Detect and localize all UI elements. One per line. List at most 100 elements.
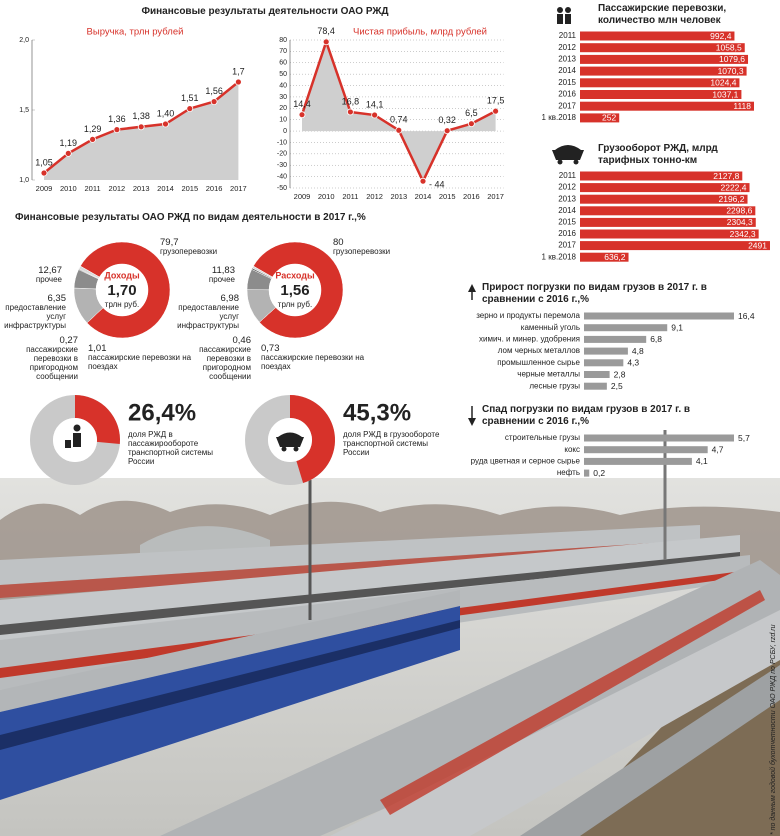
- x-tick-label: 2013: [390, 192, 407, 201]
- bar: [580, 54, 749, 64]
- category-label: 2017: [558, 241, 576, 250]
- bar: [584, 359, 624, 367]
- people-icon: [557, 7, 571, 24]
- value-label: 0,2: [593, 468, 605, 478]
- slice-label: 6,98 предоставление услуг инфраструктуры: [177, 294, 239, 330]
- value-label: 16,4: [738, 311, 755, 321]
- section-title: Финансовые результаты ОАО РЖД по видам д…: [15, 212, 366, 223]
- donut-title: Доходы: [104, 270, 140, 280]
- x-tick-label: 2016: [206, 184, 223, 193]
- train-roof: [0, 590, 460, 712]
- category-label: 2013: [558, 194, 576, 203]
- y-tick-label: 40: [279, 82, 287, 89]
- source-note: * по данным годовой бухотчетности ОАО РЖ…: [769, 624, 777, 835]
- value-label: 79,7: [160, 237, 179, 248]
- x-tick-label: 2010: [60, 184, 77, 193]
- value-label: 2298,6: [726, 206, 752, 216]
- donut-unit: трлн руб.: [105, 300, 139, 309]
- value-label: 1,29: [84, 124, 102, 134]
- value-label: 1118: [733, 101, 751, 111]
- train: [520, 665, 780, 836]
- share-caption: доля РЖД в грузообороте транспортной сис…: [343, 430, 440, 457]
- category-label: предоставление услуг инфраструктуры: [4, 303, 66, 330]
- value-label: 2,5: [611, 381, 623, 391]
- x-tick-label: 2014: [157, 184, 174, 193]
- main-title: Финансовые результаты деятельности ОАО Р…: [141, 6, 389, 17]
- category-label: 2011: [559, 31, 577, 40]
- donut-total: 1,56: [280, 282, 309, 299]
- category-label: промышленное сырье: [497, 358, 580, 367]
- value-label: 14,1: [366, 99, 384, 109]
- bar: [580, 171, 743, 181]
- category-label: 2012: [558, 43, 576, 52]
- y-tick-label: 0: [283, 128, 287, 135]
- value-label: 1058,5: [716, 42, 742, 52]
- x-tick-label: 2017: [230, 184, 247, 193]
- category-label: грузоперевозки: [160, 247, 218, 256]
- bar: [580, 217, 756, 227]
- value-label: 14,4: [293, 99, 311, 109]
- point: [113, 126, 121, 134]
- value-label: 11,83: [211, 265, 235, 276]
- point: [137, 123, 145, 131]
- bar: [580, 183, 750, 193]
- point: [40, 169, 48, 177]
- value-label: 252: [602, 113, 616, 123]
- category-label: 1 кв.2018: [542, 113, 577, 122]
- value-label: 0,32: [438, 115, 456, 125]
- coal-wagon-icon: [276, 432, 304, 452]
- value-label: 1037,1: [712, 89, 738, 99]
- x-tick-label: 2015: [181, 184, 198, 193]
- value-label: 0,74: [390, 115, 408, 125]
- bar: [584, 312, 734, 320]
- slice-label: 11,83 прочее: [193, 266, 235, 284]
- x-tick-label: 2010: [318, 192, 335, 201]
- category-label: 2014: [558, 206, 576, 215]
- donut-title: Расходы: [275, 270, 315, 280]
- share-caption: доля РЖД в пассажирообороте транспортной…: [128, 430, 213, 466]
- bar: [580, 194, 748, 204]
- point: [298, 111, 306, 119]
- y-tick-label: 1,5: [19, 107, 29, 114]
- value-label: 1,38: [132, 111, 150, 121]
- value-label: 1,19: [60, 138, 78, 148]
- point: [371, 111, 379, 119]
- value-label: 9,1: [671, 322, 683, 332]
- category-label: руда цветная и серное сырье: [471, 457, 581, 466]
- chart-title: Прирост погрузки по видам грузов в 2017 …: [482, 282, 707, 305]
- bar: [580, 252, 629, 262]
- category-label: пассажирские перевозки в пригородном соо…: [26, 345, 78, 381]
- category-label: 2015: [558, 218, 576, 227]
- value-label: 4,3: [627, 358, 639, 368]
- value-label: 2304,3: [727, 217, 753, 227]
- bar: [584, 469, 590, 477]
- point: [234, 78, 242, 86]
- value-label: 6,35: [47, 293, 67, 304]
- value-label: 0,73: [261, 343, 280, 354]
- share-slice: [290, 395, 335, 484]
- bar: [580, 90, 742, 99]
- category-label: прочее: [35, 275, 62, 284]
- slice-label: 79,7 грузоперевозки: [160, 238, 250, 256]
- y-tick-label: 80: [279, 37, 287, 44]
- slice-label: 6,35 предоставление услуг инфраструктуры: [4, 294, 66, 330]
- value-label: 5,7: [738, 433, 750, 443]
- share-value: 45,3%: [343, 399, 411, 426]
- value-label: 1070,3: [718, 66, 744, 76]
- category-label: зерно и продукты перемола: [476, 311, 580, 320]
- bar: [584, 371, 610, 378]
- value-label: - 44: [429, 180, 445, 190]
- y-tick-label: -10: [277, 139, 287, 146]
- y-tick-label: -40: [277, 173, 287, 180]
- bar: [584, 335, 647, 343]
- x-tick-label: 2009: [36, 184, 53, 193]
- x-tick-label: 2011: [85, 184, 101, 193]
- value-label: 2,8: [614, 369, 626, 379]
- x-tick-label: 2012: [366, 192, 383, 201]
- value-label: 6,8: [650, 334, 662, 344]
- slice-label: 80 грузоперевозки: [333, 238, 423, 256]
- donut-hole: [96, 264, 148, 316]
